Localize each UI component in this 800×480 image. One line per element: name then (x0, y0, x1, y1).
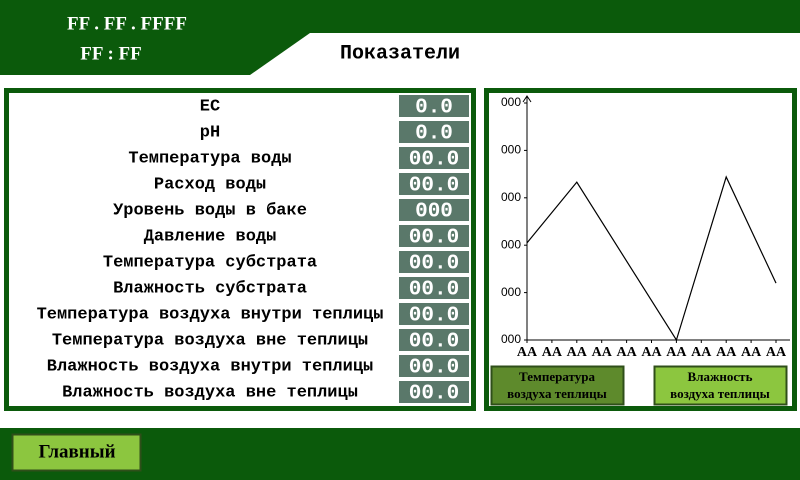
x-tick-label: AA (766, 345, 787, 360)
main-button-label: Главный (38, 441, 115, 462)
reading-value: 00.0 (409, 383, 459, 406)
reading-value: 00.0 (409, 331, 459, 354)
main-button[interactable] (11, 433, 142, 472)
reading-value: 0.0 (415, 123, 453, 146)
reading-value-box (399, 355, 469, 377)
reading-value: 00.0 (409, 305, 459, 328)
reading-label: Влажность субстрата (113, 279, 307, 298)
reading-value-box (399, 381, 469, 403)
y-tick-label: 000 (501, 143, 521, 157)
reading-value: 00.0 (409, 357, 459, 380)
reading-value-box (399, 277, 469, 299)
date: FF . FF . FFFF (67, 13, 187, 34)
reading-value: 00.0 (409, 227, 459, 250)
x-tick-label: AA (741, 345, 762, 360)
data-line (526, 175, 777, 342)
reading-label: Температура субстрата (103, 253, 317, 272)
reading-label: Давление воды (144, 227, 277, 246)
y-tick-label: 000 (501, 285, 521, 299)
x-tick-label: AA (517, 345, 538, 360)
x-tick-label: AA (616, 345, 637, 360)
y-tick-label: 000 (501, 190, 521, 204)
reading-label: Влажность воздуха вне теплицы (62, 383, 358, 402)
y-tick-label: 000 (501, 95, 521, 109)
readings-panel (4, 88, 476, 411)
reading-label: Влажность воздуха внутри теплицы (47, 357, 373, 376)
y-axis-arrow (522, 95, 532, 103)
reading-value-box (399, 303, 469, 325)
reading-label: Расход воды (154, 175, 266, 194)
reading-label: Температура воздуха вне теплицы (52, 331, 368, 350)
x-tick-label: AA (716, 345, 737, 360)
reading-value: 000 (415, 201, 453, 224)
button-label: воздуха теплицы (507, 386, 607, 401)
reading-label: Температура воздуха внутри теплицы (37, 305, 384, 324)
reading-value-box (399, 95, 469, 117)
title-notch (250, 33, 800, 75)
page-title: Показатели (340, 42, 460, 65)
humidity-button[interactable] (653, 365, 788, 406)
reading-value-box (399, 147, 469, 169)
reading-value: 00.0 (409, 253, 459, 276)
button-label: воздуха теплицы (670, 386, 770, 401)
reading-value-box (399, 251, 469, 273)
reading-value: 0.0 (415, 97, 453, 120)
reading-value-box (399, 225, 469, 247)
reading-label: EC (200, 97, 220, 116)
x-tick-label: AA (691, 345, 712, 360)
x-tick-label: AA (666, 345, 687, 360)
reading-label: Уровень воды в баке (113, 201, 307, 220)
x-tick-label: AA (592, 345, 613, 360)
x-tick-label: AA (542, 345, 563, 360)
x-tick-label: AA (567, 345, 588, 360)
button-label: Температура (519, 369, 595, 384)
y-tick-label: 000 (501, 332, 521, 346)
temperature-button[interactable] (490, 365, 625, 406)
chart-panel (484, 88, 797, 411)
reading-value-box (399, 173, 469, 195)
reading-value-box (399, 199, 469, 221)
reading-value-box (399, 121, 469, 143)
reading-label: Температура воды (128, 149, 291, 168)
y-tick-label: 000 (501, 237, 521, 251)
reading-value: 00.0 (409, 279, 459, 302)
x-tick-label: AA (641, 345, 662, 360)
reading-value: 00.0 (409, 175, 459, 198)
reading-label: pH (200, 123, 220, 142)
reading-value-box (399, 329, 469, 351)
time: FF : FF (80, 43, 142, 64)
reading-value: 00.0 (409, 149, 459, 172)
button-label: Влажность (688, 369, 753, 384)
